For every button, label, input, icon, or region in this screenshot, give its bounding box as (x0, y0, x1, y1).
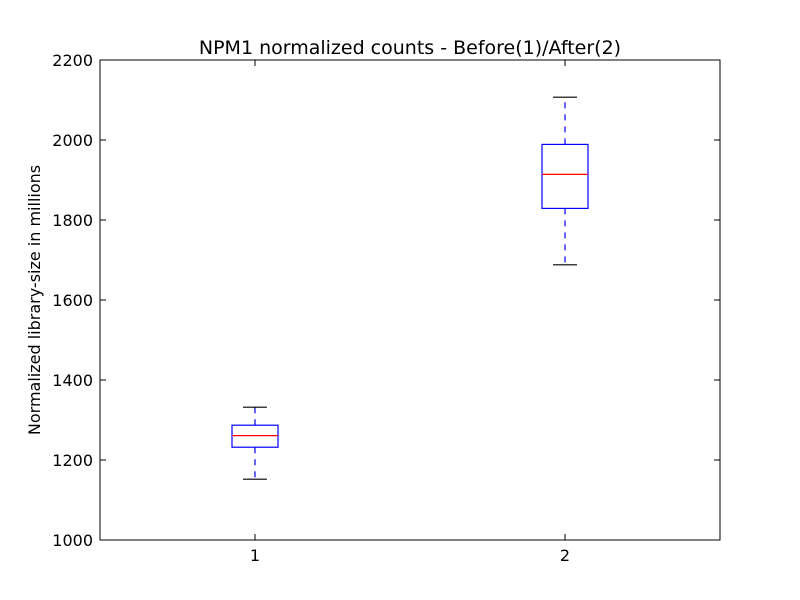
y-tick-label: 1000 (52, 531, 93, 550)
x-tick-label: 1 (250, 546, 260, 565)
chart-title: NPM1 normalized counts - Before(1)/After… (199, 37, 621, 59)
y-tick-label: 1400 (52, 371, 93, 390)
y-tick-label: 1800 (52, 211, 93, 230)
y-axis-label: Normalized library-size in millions (25, 165, 44, 435)
plot-frame (99, 59, 721, 541)
x-tick-label: 2 (560, 546, 570, 565)
box-group-2 (541, 96, 589, 266)
y-tick-label: 1200 (52, 451, 93, 470)
plot-area (100, 59, 720, 541)
y-tick-label: 2200 (52, 51, 93, 70)
box-group-1 (231, 406, 279, 480)
y-tick-label: 2000 (52, 131, 93, 150)
iqr-box (541, 143, 589, 209)
y-tick-label: 1600 (52, 291, 93, 310)
